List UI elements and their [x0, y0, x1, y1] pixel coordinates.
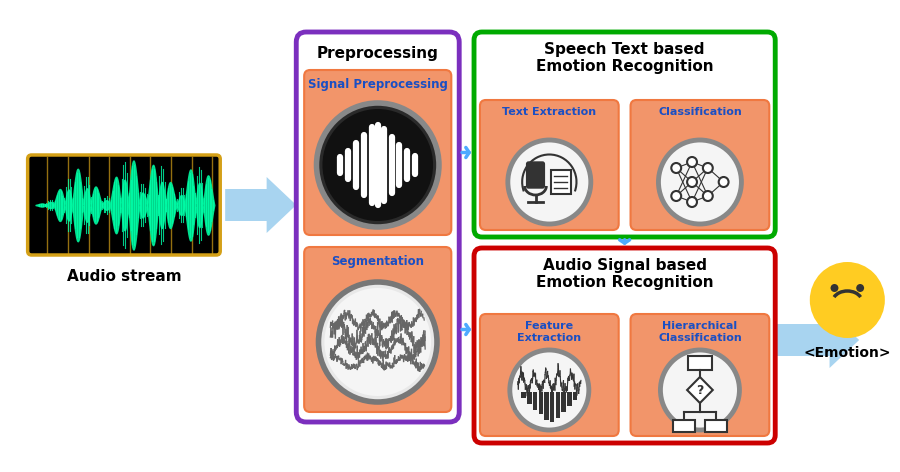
FancyBboxPatch shape: [480, 314, 618, 436]
FancyBboxPatch shape: [304, 70, 451, 235]
Text: Preprocessing: Preprocessing: [317, 46, 438, 61]
Bar: [567, 392, 572, 406]
Text: <Emotion>: <Emotion>: [804, 346, 891, 360]
FancyBboxPatch shape: [480, 100, 618, 230]
Circle shape: [661, 350, 740, 430]
Bar: [673, 420, 695, 432]
Text: Text Extraction: Text Extraction: [502, 107, 597, 117]
Circle shape: [319, 282, 437, 402]
Circle shape: [508, 140, 590, 224]
Circle shape: [324, 288, 431, 396]
Circle shape: [317, 103, 439, 227]
Bar: [550, 392, 554, 422]
Circle shape: [810, 262, 885, 338]
Text: Audio stream: Audio stream: [67, 269, 181, 284]
Text: Segmentation: Segmentation: [331, 255, 424, 268]
Circle shape: [687, 177, 697, 187]
FancyBboxPatch shape: [474, 248, 775, 443]
Text: Classification: Classification: [658, 107, 742, 117]
Text: ?: ?: [697, 383, 704, 396]
Bar: [555, 392, 560, 418]
Bar: [538, 392, 543, 414]
Text: Audio Signal based
Emotion Recognition: Audio Signal based Emotion Recognition: [536, 258, 714, 290]
Circle shape: [856, 284, 864, 292]
Circle shape: [687, 197, 697, 207]
FancyBboxPatch shape: [474, 32, 775, 237]
Polygon shape: [225, 177, 296, 233]
Circle shape: [687, 157, 697, 167]
Circle shape: [659, 140, 742, 224]
FancyBboxPatch shape: [304, 247, 451, 412]
Polygon shape: [687, 377, 713, 403]
Bar: [705, 420, 726, 432]
Bar: [688, 356, 712, 370]
Bar: [544, 392, 549, 420]
FancyBboxPatch shape: [526, 162, 544, 188]
Circle shape: [831, 284, 839, 292]
Polygon shape: [776, 312, 859, 368]
Text: Speech Text based
Emotion Recognition: Speech Text based Emotion Recognition: [536, 42, 714, 75]
Bar: [533, 392, 537, 410]
Circle shape: [322, 109, 433, 221]
Circle shape: [719, 177, 729, 187]
Text: Signal Preprocessing: Signal Preprocessing: [308, 78, 447, 91]
Circle shape: [671, 163, 681, 173]
Circle shape: [509, 350, 589, 430]
Bar: [562, 392, 566, 412]
Circle shape: [703, 191, 713, 201]
FancyBboxPatch shape: [296, 32, 459, 422]
FancyBboxPatch shape: [28, 155, 220, 255]
Bar: [572, 392, 577, 400]
Text: Feature
Extraction: Feature Extraction: [518, 321, 581, 343]
Text: Hierarchical
Classification: Hierarchical Classification: [658, 321, 742, 343]
Bar: [527, 392, 532, 404]
Bar: [521, 392, 526, 398]
Bar: [552, 170, 572, 194]
Circle shape: [703, 163, 713, 173]
Circle shape: [671, 191, 681, 201]
FancyBboxPatch shape: [631, 314, 770, 436]
FancyBboxPatch shape: [631, 100, 770, 230]
